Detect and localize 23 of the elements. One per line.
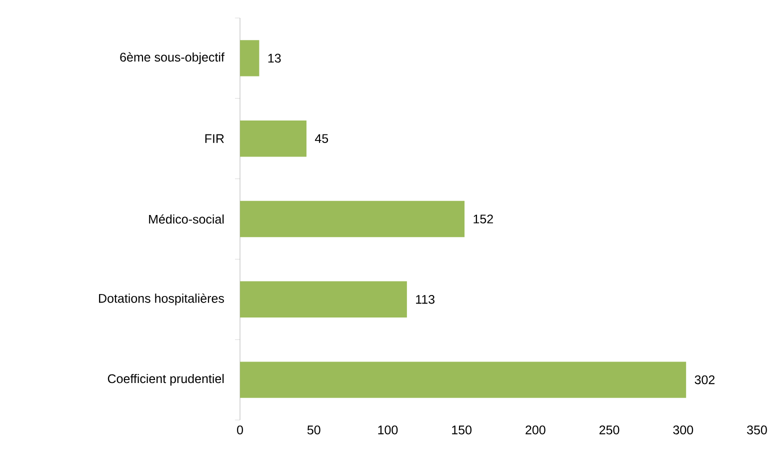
x-tick-label: 350 [747,426,767,434]
bar [240,281,407,318]
x-tick-label: 50 [307,426,320,434]
data-label: 113 [416,294,434,304]
bar [240,362,686,398]
x-tick-label: 200 [526,426,546,434]
bar [240,120,306,157]
x-tick-label: 250 [599,426,620,434]
data-label: 45 [314,134,328,143]
x-tick-label: 150 [452,426,472,434]
data-label: 13 [268,54,281,63]
data-label: 302 [694,375,715,384]
x-tick-label: 0 [237,426,243,434]
data-label: 152 [474,214,493,224]
bar [240,40,260,76]
y-tick-label: FIR [205,134,224,143]
y-tick-label: Médico-social [149,214,224,224]
y-tick-label: Coefficient prudentiel [108,374,224,386]
x-tick-label: 100 [378,426,398,434]
bar [240,200,465,238]
x-tick-label: 300 [673,426,694,434]
y-tick-label: Dotations hospitalières [99,293,224,306]
y-tick-label: 6ème sous-objectif [120,52,224,64]
